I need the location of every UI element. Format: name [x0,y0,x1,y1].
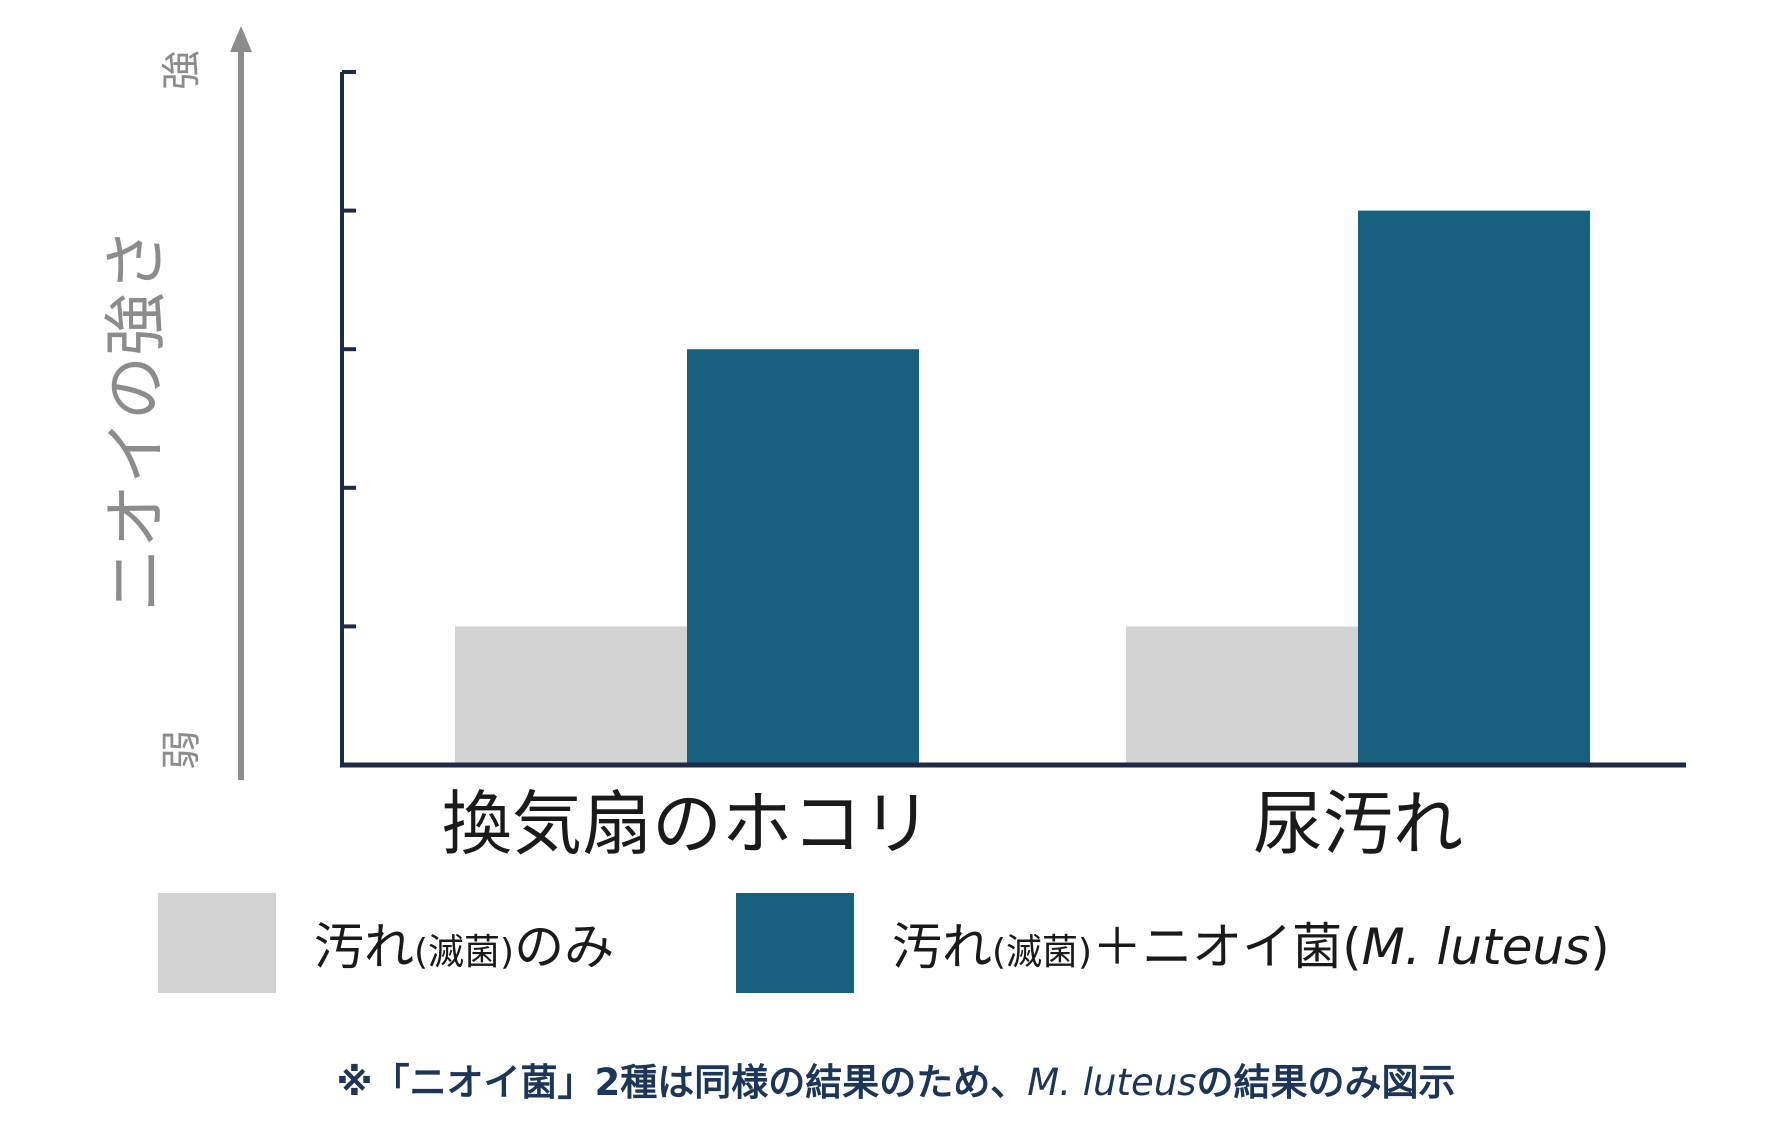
category-label: 尿汚れ [1253,783,1463,865]
legend-item-sterile-only: 汚れ(滅菌)のみ [158,893,614,993]
strength-arrow-head-icon [230,26,252,52]
legend-swatch-sterile-only [158,893,276,993]
footnote: ※「ニオイ菌」2種は同様の結果のため、M. luteusの結果のみ図示 [336,1061,1456,1104]
category-label: 換気扇のホコリ [442,783,932,865]
legend-label-sterile-only: 汚れ(滅菌)のみ [314,918,615,976]
y-axis-label: ニオイの強さ [100,228,174,612]
bar-series2-cat1 [687,349,919,765]
legend-label-with-bacteria: 汚れ(滅菌)＋ニオイ菌(M. luteus) [892,918,1610,976]
legend-item-with-bacteria: 汚れ(滅菌)＋ニオイ菌(M. luteus) [736,893,1610,993]
bar-series1-cat2 [1126,626,1358,765]
bar-series1-cat1 [455,626,687,765]
y-axis-high-label: 強 [159,50,205,90]
legend-swatch-with-bacteria [736,893,854,993]
bars-group [455,210,1590,766]
bar-series2-cat2 [1358,210,1590,766]
category-labels: 換気扇のホコリ 尿汚れ [442,783,1463,865]
y-axis-low-label: 弱 [159,730,205,770]
axes-group [230,26,1686,780]
